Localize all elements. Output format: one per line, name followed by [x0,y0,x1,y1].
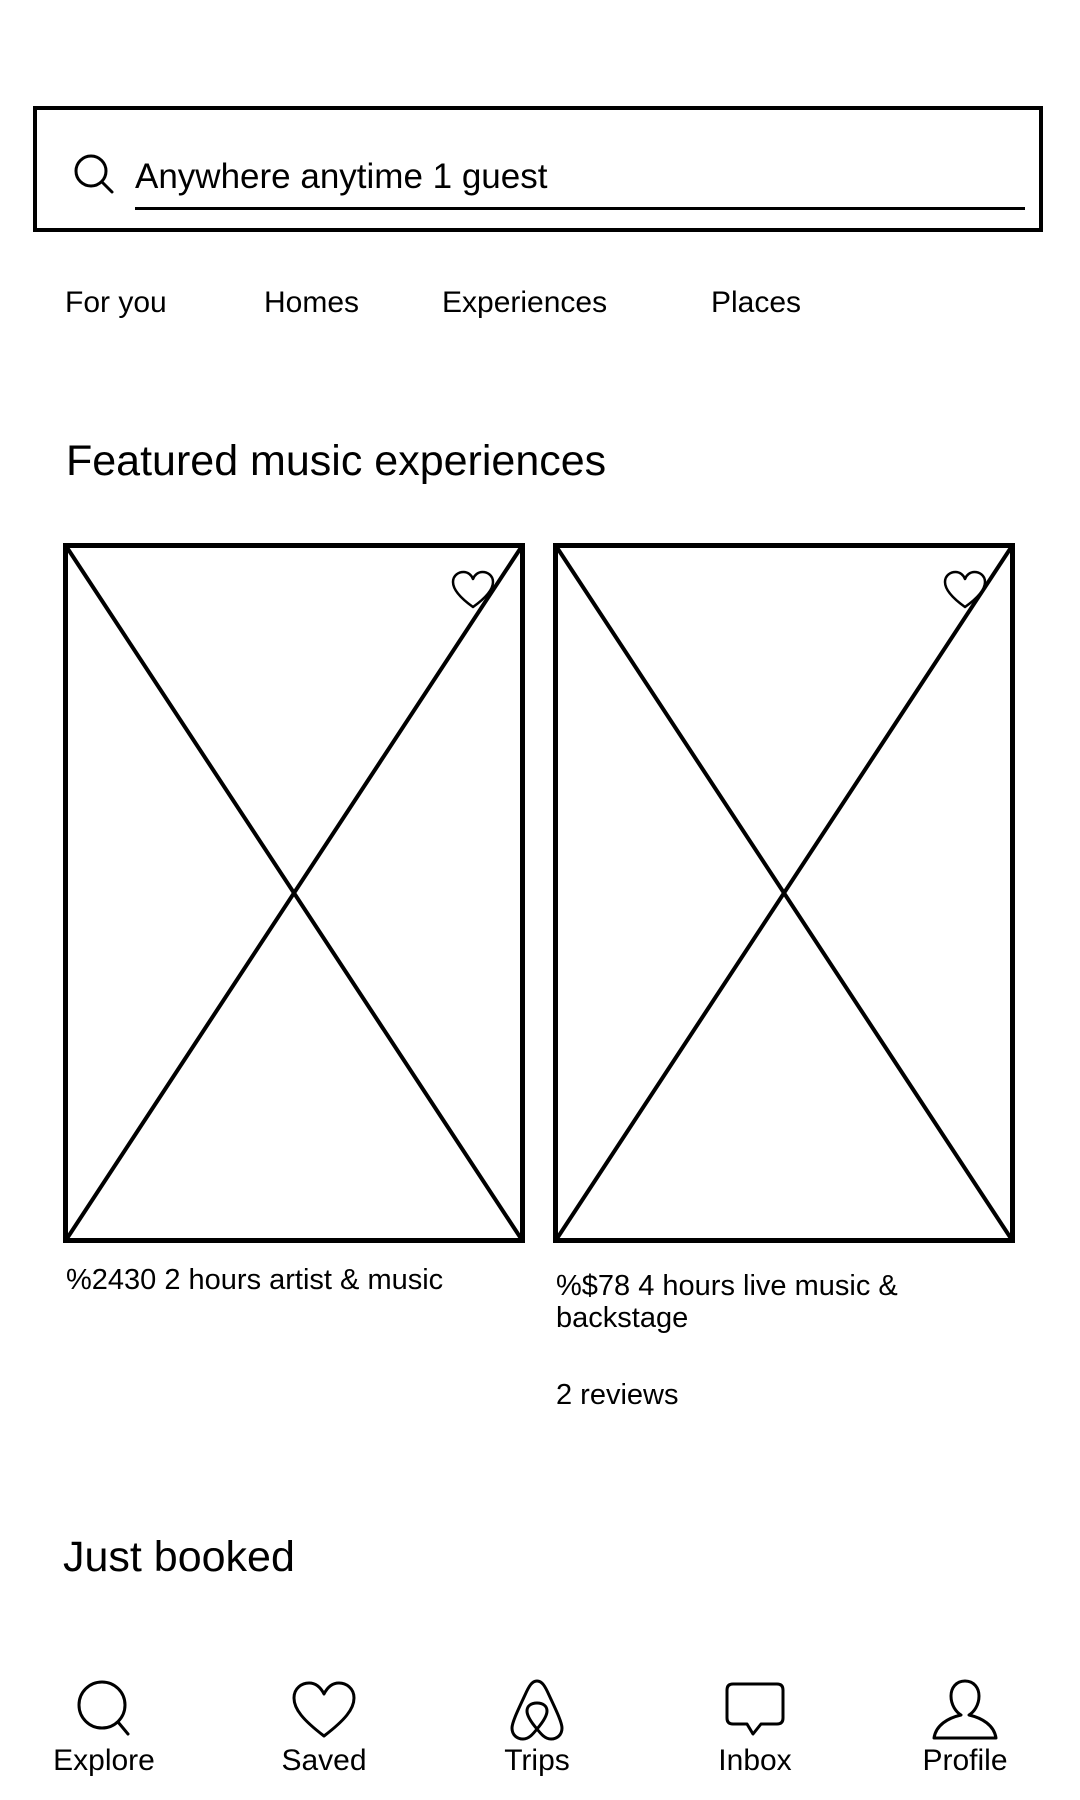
section-title-just-booked: Just booked [63,1533,295,1581]
card-image-placeholder[interactable] [63,543,525,1243]
tab-experiences[interactable]: Experiences [442,286,608,319]
person-icon [932,1679,998,1740]
card-image-placeholder[interactable] [553,543,1015,1243]
search-bar[interactable] [33,106,1043,232]
nav-explore[interactable]: Explore [29,1660,179,1790]
nav-profile-label: Profile [922,1744,1008,1777]
tab-places[interactable]: Places [711,286,802,319]
nav-explore-label: Explore [53,1744,155,1777]
bottom-nav: Explore Saved Trips Inbox Profile [0,1660,1080,1800]
heart-icon[interactable] [451,570,495,610]
nav-trips[interactable]: Trips [462,1660,612,1790]
nav-inbox[interactable]: Inbox [680,1660,830,1790]
explore-icon [77,1680,130,1736]
heart-icon [292,1681,356,1738]
tab-homes[interactable]: Homes [264,286,360,319]
tab-for-you[interactable]: For you [65,286,167,319]
search-input[interactable] [135,146,1025,210]
card-description: %$78 4 hours live music & backstage [556,1270,898,1334]
section-title-featured: Featured music experiences [66,437,607,485]
nav-inbox-label: Inbox [718,1744,792,1777]
nav-saved[interactable]: Saved [249,1660,399,1790]
card-description: %2430 2 hours artist & music [66,1264,444,1296]
nav-profile[interactable]: Profile [890,1660,1040,1790]
card-reviews: 2 reviews [556,1379,679,1411]
search-icon [74,154,114,194]
airbnb-logo-icon [510,1679,564,1741]
nav-trips-label: Trips [504,1744,570,1777]
nav-saved-label: Saved [281,1744,367,1777]
heart-icon[interactable] [943,570,987,610]
chat-bubble-icon [725,1682,785,1736]
